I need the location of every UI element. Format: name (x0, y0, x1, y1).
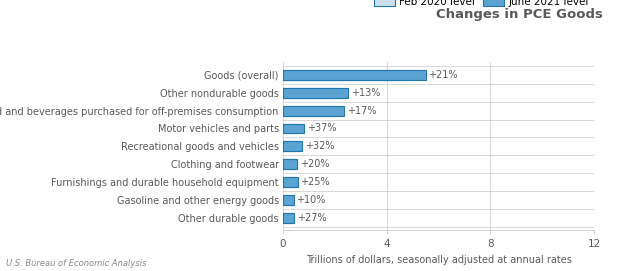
Bar (283, 213, 292, 223)
Bar (283, 195, 294, 205)
Text: +21%: +21% (428, 70, 458, 80)
Text: +25%: +25% (300, 177, 330, 187)
Bar (283, 141, 297, 151)
Text: +32%: +32% (305, 141, 334, 151)
Bar (283, 88, 340, 98)
Bar (283, 106, 335, 115)
Bar (283, 159, 295, 169)
Text: +10%: +10% (297, 195, 326, 205)
Bar (283, 213, 294, 223)
Bar (283, 141, 302, 151)
Bar (283, 106, 344, 115)
Bar (283, 177, 298, 187)
Bar (283, 70, 401, 80)
Text: Changes in PCE Goods: Changes in PCE Goods (437, 8, 603, 21)
Text: +27%: +27% (297, 213, 327, 223)
X-axis label: Trillions of dollars, seasonally adjusted at annual rates: Trillions of dollars, seasonally adjuste… (305, 255, 572, 265)
Bar (283, 70, 425, 80)
Bar (283, 177, 295, 187)
Bar (283, 88, 348, 98)
Text: U.S. Bureau of Economic Analysis: U.S. Bureau of Economic Analysis (6, 259, 147, 268)
Bar (283, 195, 293, 205)
Text: +20%: +20% (300, 159, 330, 169)
Text: +17%: +17% (347, 106, 376, 116)
Text: +37%: +37% (307, 124, 337, 134)
Text: +13%: +13% (351, 88, 380, 98)
Bar (283, 124, 304, 133)
Bar (283, 124, 299, 133)
Bar (283, 159, 297, 169)
Legend: Feb 2020 level, June 2021 level: Feb 2020 level, June 2021 level (374, 0, 589, 7)
